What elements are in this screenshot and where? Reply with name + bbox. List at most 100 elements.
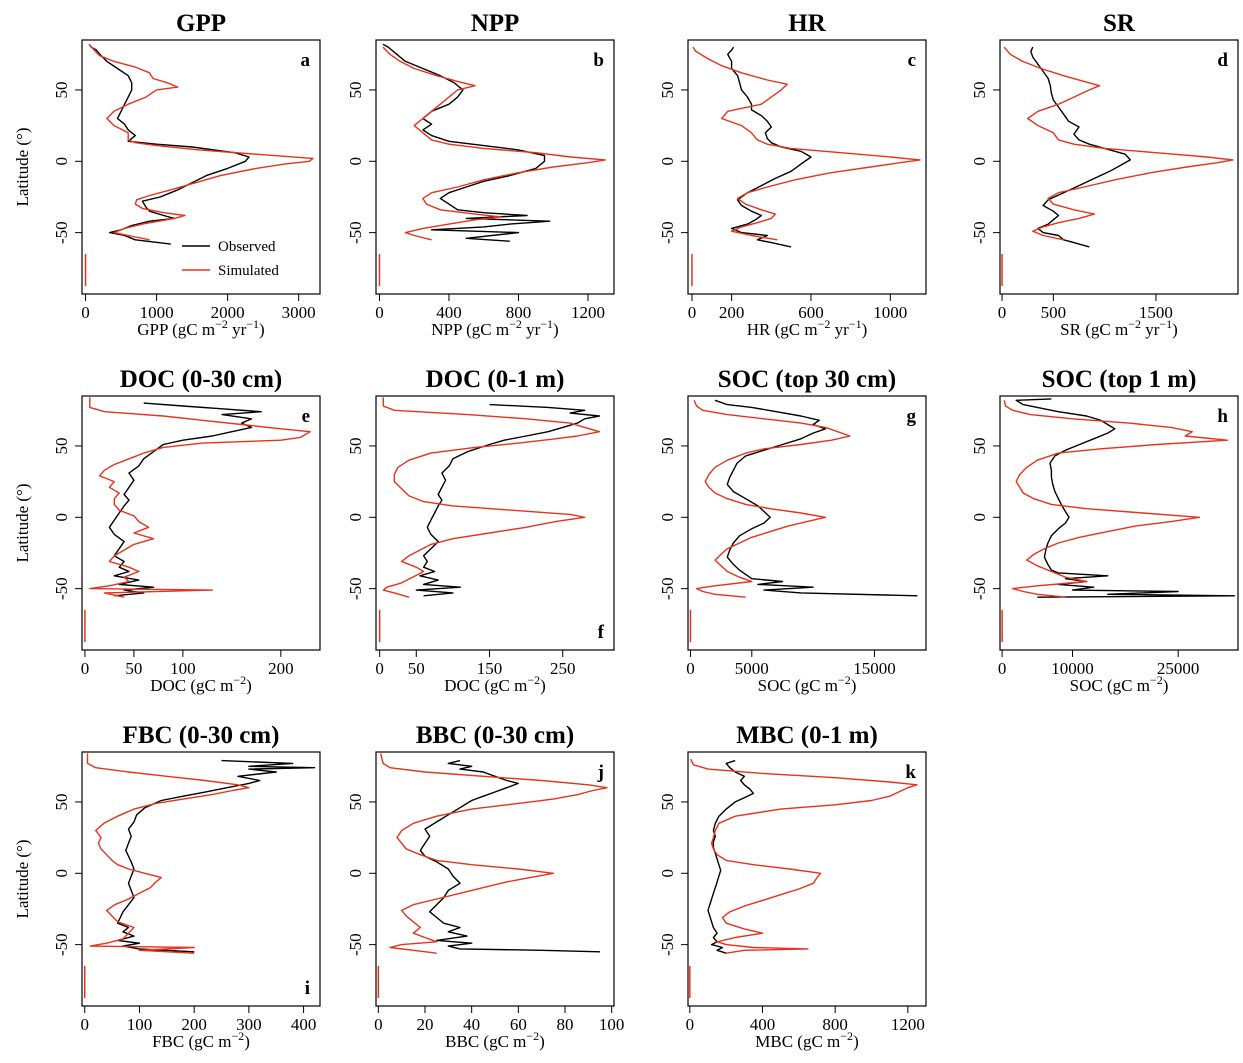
panel-a-ytick-label-2: 50 xyxy=(52,81,71,98)
legend-simulated-label: Simulated xyxy=(218,263,279,279)
panel-g-tag: g xyxy=(907,406,917,427)
panel-i-xtick-label-3: 300 xyxy=(236,1015,262,1034)
panel-f-xlabel: DOC (gC m−2) xyxy=(444,673,546,695)
panel-j-xtick-label-4: 80 xyxy=(557,1015,574,1034)
panel-a-frame xyxy=(81,39,321,295)
panel-j-xtick-label-3: 60 xyxy=(510,1015,527,1034)
panel-e-xtick-label-0: 0 xyxy=(81,659,90,678)
panel-g-xtick-label-0: 0 xyxy=(686,659,695,678)
panel-b-xtick-label-0: 0 xyxy=(375,303,384,322)
panel-a-ylabel: Latitude (°) xyxy=(13,127,32,206)
panel-c-series-simulated xyxy=(692,46,921,241)
panel-h-xtick-label-0: 0 xyxy=(998,659,1007,678)
panel-c-ytick-label-2: 50 xyxy=(658,81,677,98)
panel-b-tag: b xyxy=(593,50,604,71)
panel-f-xtick-label-1: 50 xyxy=(408,659,425,678)
panel-h-xtick-label-2: 25000 xyxy=(1157,659,1200,678)
panel-j-ytick-label-2: 50 xyxy=(346,793,365,810)
panel-b-frame xyxy=(375,39,615,295)
panel-h-series-observed xyxy=(1015,398,1236,598)
panel-b-ytick-label-2: 50 xyxy=(346,81,365,98)
panel-f-title: DOC (0-1 m) xyxy=(426,366,565,393)
panel-d-xtick-label-1: 500 xyxy=(1041,303,1067,322)
panel-j-ytick-label-0: -50 xyxy=(346,933,365,956)
panel-c-tag: c xyxy=(908,50,916,71)
panel-e-ytick-label-2: 50 xyxy=(52,437,71,454)
panel-j-xtick-label-5: 100 xyxy=(599,1015,625,1034)
panel-k-series-observed xyxy=(707,759,755,954)
panel-i-ytick-label-0: -50 xyxy=(52,933,71,956)
panel-b-series-simulated xyxy=(382,46,606,241)
panel-k-tag: k xyxy=(905,762,916,783)
panel-h-series-simulated xyxy=(1003,400,1229,598)
panel-a-xtick-label-2: 2000 xyxy=(211,303,245,322)
panel-b-ytick-label-0: -50 xyxy=(346,221,365,244)
panel-b-ytick-label-1: 0 xyxy=(346,157,365,166)
panel-a-series-simulated xyxy=(88,43,314,241)
panel-j-xlabel: BBC (gC m−2) xyxy=(445,1029,545,1051)
panel-g-ytick-label-0: -50 xyxy=(658,577,677,600)
panel-i-xlabel: FBC (gC m−2) xyxy=(152,1029,250,1051)
panel-c-frame xyxy=(687,39,927,295)
panel-k-ytick-label-2: 50 xyxy=(658,793,677,810)
panel-a-title: GPP xyxy=(176,10,226,37)
panel-b-series-observed xyxy=(382,43,551,242)
panel-f-ytick-label-0: -50 xyxy=(346,577,365,600)
panel-g-xlabel: SOC (gC m−2) xyxy=(758,673,857,695)
panel-k-frame xyxy=(687,751,927,1007)
panel-a-xtick-label-0: 0 xyxy=(81,303,90,322)
panel-i-title: FBC (0-30 cm) xyxy=(123,722,280,749)
panel-a-series-observed xyxy=(88,43,250,245)
panel-f-xtick-label-0: 0 xyxy=(375,659,384,678)
panel-k-xtick-label-2: 800 xyxy=(822,1015,848,1034)
panel-b-xtick-label-2: 800 xyxy=(506,303,532,322)
panel-j-tag: j xyxy=(597,762,604,783)
panel-c-xtick-label-1: 200 xyxy=(719,303,745,322)
panel-j-xtick-label-2: 40 xyxy=(463,1015,480,1034)
panel-f-series-observed xyxy=(415,403,601,597)
panel-k-title: MBC (0-1 m) xyxy=(736,722,878,749)
panel-a-xlabel: GPP (gC m−2 yr−1) xyxy=(137,317,264,339)
panel-i-xtick-label-4: 400 xyxy=(291,1015,317,1034)
panel-g-series-observed xyxy=(714,399,918,597)
panel-c-ytick-label-0: -50 xyxy=(658,221,677,244)
panel-h-ytick-label-1: 0 xyxy=(970,513,989,522)
panel-k-xtick-label-1: 400 xyxy=(750,1015,776,1034)
panel-f-ytick-label-1: 0 xyxy=(346,513,365,522)
panel-e-tag: e xyxy=(302,406,310,427)
panel-g-ytick-label-2: 50 xyxy=(658,437,677,454)
panel-e-title: DOC (0-30 cm) xyxy=(120,366,282,393)
panel-i-series-simulated xyxy=(86,753,250,954)
panel-j-frame xyxy=(375,751,615,1007)
panel-i-ylabel: Latitude (°) xyxy=(13,839,32,918)
panel-i-series-observed xyxy=(116,759,316,953)
panel-d-ytick-label-1: 0 xyxy=(970,157,989,166)
panel-a-xtick-label-1: 1000 xyxy=(140,303,174,322)
panel-f-xtick-label-3: 250 xyxy=(550,659,576,678)
panel-h-ytick-label-0: -50 xyxy=(970,577,989,600)
panel-k-xlabel: MBC (gC m−2) xyxy=(755,1029,858,1051)
panel-i-ytick-label-2: 50 xyxy=(52,793,71,810)
panel-j-xtick-label-0: 0 xyxy=(374,1015,383,1034)
legend-observed-label: Observed xyxy=(218,239,276,255)
panel-f-series-simulated xyxy=(382,397,601,598)
panel-g-frame xyxy=(687,395,927,651)
panel-h-tag: h xyxy=(1217,406,1228,427)
panel-d-series-simulated xyxy=(1003,46,1234,241)
panel-d-xtick-label-2: 1500 xyxy=(1139,303,1173,322)
panel-g-title: SOC (top 30 cm) xyxy=(718,366,896,393)
panel-k-xtick-label-0: 0 xyxy=(686,1015,695,1034)
panel-c-xtick-label-3: 1000 xyxy=(873,303,907,322)
panel-a-tag: a xyxy=(301,50,311,71)
panel-b-xlabel: NPP (gC m−2 yr−1) xyxy=(431,317,558,339)
panel-d-series-observed xyxy=(1030,46,1131,248)
panel-a-ytick-label-0: -50 xyxy=(52,221,71,244)
panel-j-ytick-label-1: 0 xyxy=(346,869,365,878)
panel-h-ytick-label-2: 50 xyxy=(970,437,989,454)
panel-i-frame xyxy=(81,751,321,1007)
panel-i-xtick-label-2: 200 xyxy=(181,1015,207,1034)
panel-e-series-simulated xyxy=(89,397,311,598)
panel-j-xtick-label-1: 20 xyxy=(417,1015,434,1034)
panel-g-xtick-label-2: 15000 xyxy=(853,659,896,678)
